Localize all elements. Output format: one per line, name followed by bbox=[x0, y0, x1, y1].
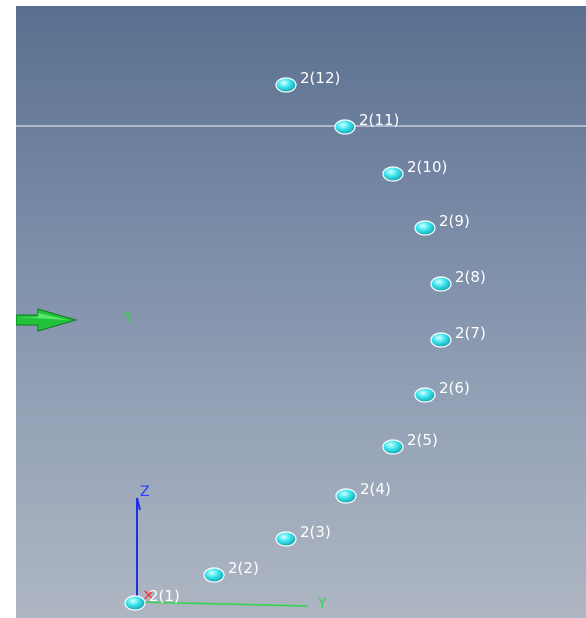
z-axis-arrow-left bbox=[136, 497, 141, 511]
node-4[interactable]: 2(4) bbox=[335, 480, 391, 504]
node-9[interactable]: 2(9) bbox=[414, 212, 470, 236]
node-label: 2(11) bbox=[359, 111, 399, 129]
y-axis-label: Y bbox=[317, 596, 327, 612]
axis-triad: Z Y × bbox=[136, 484, 327, 612]
node-sphere[interactable] bbox=[334, 119, 356, 135]
node-label: 2(7) bbox=[455, 324, 486, 342]
green-arrow-cursor-icon bbox=[16, 308, 78, 332]
node-3[interactable]: 2(3) bbox=[275, 523, 331, 547]
node-label: 2(12) bbox=[300, 69, 340, 87]
node-sphere[interactable] bbox=[124, 595, 146, 611]
node-10[interactable]: 2(10) bbox=[382, 158, 447, 182]
node-sphere[interactable] bbox=[335, 488, 357, 504]
node-sphere[interactable] bbox=[203, 567, 225, 583]
node-1[interactable]: 2(1) bbox=[124, 587, 180, 611]
node-sphere[interactable] bbox=[430, 332, 452, 348]
node-label: 2(5) bbox=[407, 431, 438, 449]
node-7[interactable]: 2(7) bbox=[430, 324, 486, 348]
node-11[interactable]: 2(11) bbox=[334, 111, 399, 135]
node-sphere[interactable] bbox=[430, 276, 452, 292]
node-sphere[interactable] bbox=[275, 77, 297, 93]
node-8[interactable]: 2(8) bbox=[430, 268, 486, 292]
node-2[interactable]: 2(2) bbox=[203, 559, 259, 583]
x-axis-marker-icon: × bbox=[142, 585, 155, 604]
node-markers: 2(1) 2(2) 2(3) 2(4) 2(5) 2(6) 2(7) 2(8) 2(9) 2(10… bbox=[124, 69, 486, 611]
z-axis-label: Z bbox=[140, 484, 150, 500]
node-12[interactable]: 2(12) bbox=[275, 69, 340, 93]
3d-viewport[interactable]: Y Z Y × 2(1) 2(2) 2(3) 2(4) 2(5) 2(6) 2(7) 2(8)… bbox=[16, 6, 586, 618]
viewport-canvas[interactable]: Y Z Y × 2(1) 2(2) 2(3) 2(4) 2(5) 2(6) 2(7) 2(8)… bbox=[16, 6, 586, 618]
y-axis-line bbox=[136, 601, 309, 607]
node-5[interactable]: 2(5) bbox=[382, 431, 438, 455]
node-sphere[interactable] bbox=[382, 166, 404, 182]
node-label: 2(2) bbox=[228, 559, 259, 577]
node-6[interactable]: 2(6) bbox=[414, 379, 470, 403]
node-label: 2(9) bbox=[439, 212, 470, 230]
node-sphere[interactable] bbox=[414, 220, 436, 236]
node-sphere[interactable] bbox=[275, 531, 297, 547]
node-label: 2(10) bbox=[407, 158, 447, 176]
node-label: 2(8) bbox=[455, 268, 486, 286]
node-label: 2(4) bbox=[360, 480, 391, 498]
node-sphere[interactable] bbox=[414, 387, 436, 403]
node-sphere[interactable] bbox=[382, 439, 404, 455]
node-label: 2(1) bbox=[149, 587, 180, 605]
node-label: 2(3) bbox=[300, 523, 331, 541]
node-label: 2(6) bbox=[439, 379, 470, 397]
cursor-y-label: Y bbox=[123, 311, 132, 326]
